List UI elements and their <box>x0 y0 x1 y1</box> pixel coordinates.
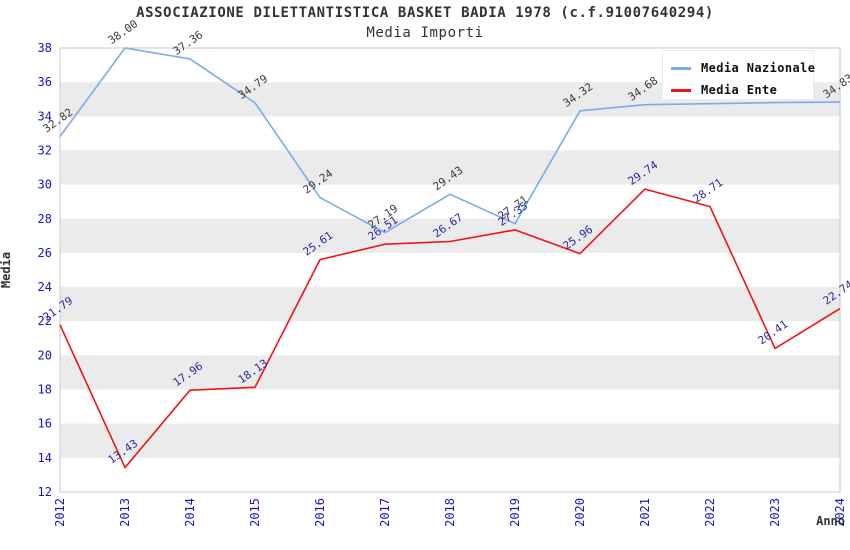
legend-item-media-ente: Media Ente <box>671 79 813 101</box>
x-tick-label: 2013 <box>118 498 132 527</box>
legend-swatch-ente-icon <box>671 88 691 92</box>
x-tick-label: 2015 <box>248 498 262 527</box>
y-tick-label: 36 <box>38 75 52 89</box>
x-tick-label: 2020 <box>573 498 587 527</box>
plot-border <box>59 47 841 493</box>
x-axis-title: Anno <box>816 514 845 528</box>
y-tick-label: 32 <box>38 143 52 157</box>
y-tick-label: 24 <box>38 280 52 294</box>
x-tick-label: 2023 <box>768 498 782 527</box>
x-tick-label: 2012 <box>53 498 67 527</box>
grid-band <box>60 218 840 253</box>
y-tick-label: 30 <box>38 178 52 192</box>
y-tick-label: 34 <box>38 109 52 123</box>
y-tick-label: 38 <box>38 41 52 55</box>
y-tick-label: 26 <box>38 246 52 260</box>
legend-item-media-nazionale: Media Nazionale <box>671 57 816 79</box>
legend-swatch-nazionale-icon <box>671 66 691 70</box>
x-tick-label: 2024 <box>833 498 847 527</box>
x-tick-label: 2018 <box>443 498 457 527</box>
chart-subtitle: Media Importi <box>366 25 484 41</box>
series-line-media-nazionale <box>59 47 841 234</box>
x-tick-label: 2021 <box>638 498 652 527</box>
y-tick-label: 18 <box>38 383 52 397</box>
chart-title: ASSOCIAZIONE DILETTANTISTICA BASKET BADI… <box>136 5 714 21</box>
y-tick-label: 28 <box>38 212 52 226</box>
y-tick-label: 12 <box>38 485 52 499</box>
y-tick-label: 22 <box>38 314 52 328</box>
x-tick-label: 2019 <box>508 498 522 527</box>
y-tick-label: 14 <box>38 451 52 465</box>
grid-band <box>60 423 840 458</box>
chart-legend: Media Nazionale Media Ente <box>662 50 816 101</box>
series-line-media-ente <box>59 188 841 469</box>
y-tick-label: 20 <box>38 348 52 362</box>
grid-band <box>60 150 840 185</box>
x-tick-label: 2014 <box>183 498 197 527</box>
grid-band <box>60 287 840 322</box>
y-tick-label: 16 <box>38 417 52 431</box>
x-tick-label: 2017 <box>378 498 392 527</box>
legend-label-nazionale: Media Nazionale <box>701 61 816 75</box>
x-tick-label: 2016 <box>313 498 327 527</box>
legend-label-ente: Media Ente <box>701 83 778 97</box>
grid-band <box>60 355 840 390</box>
x-tick-label: 2022 <box>703 498 717 527</box>
y-axis-title: Media <box>0 251 13 289</box>
